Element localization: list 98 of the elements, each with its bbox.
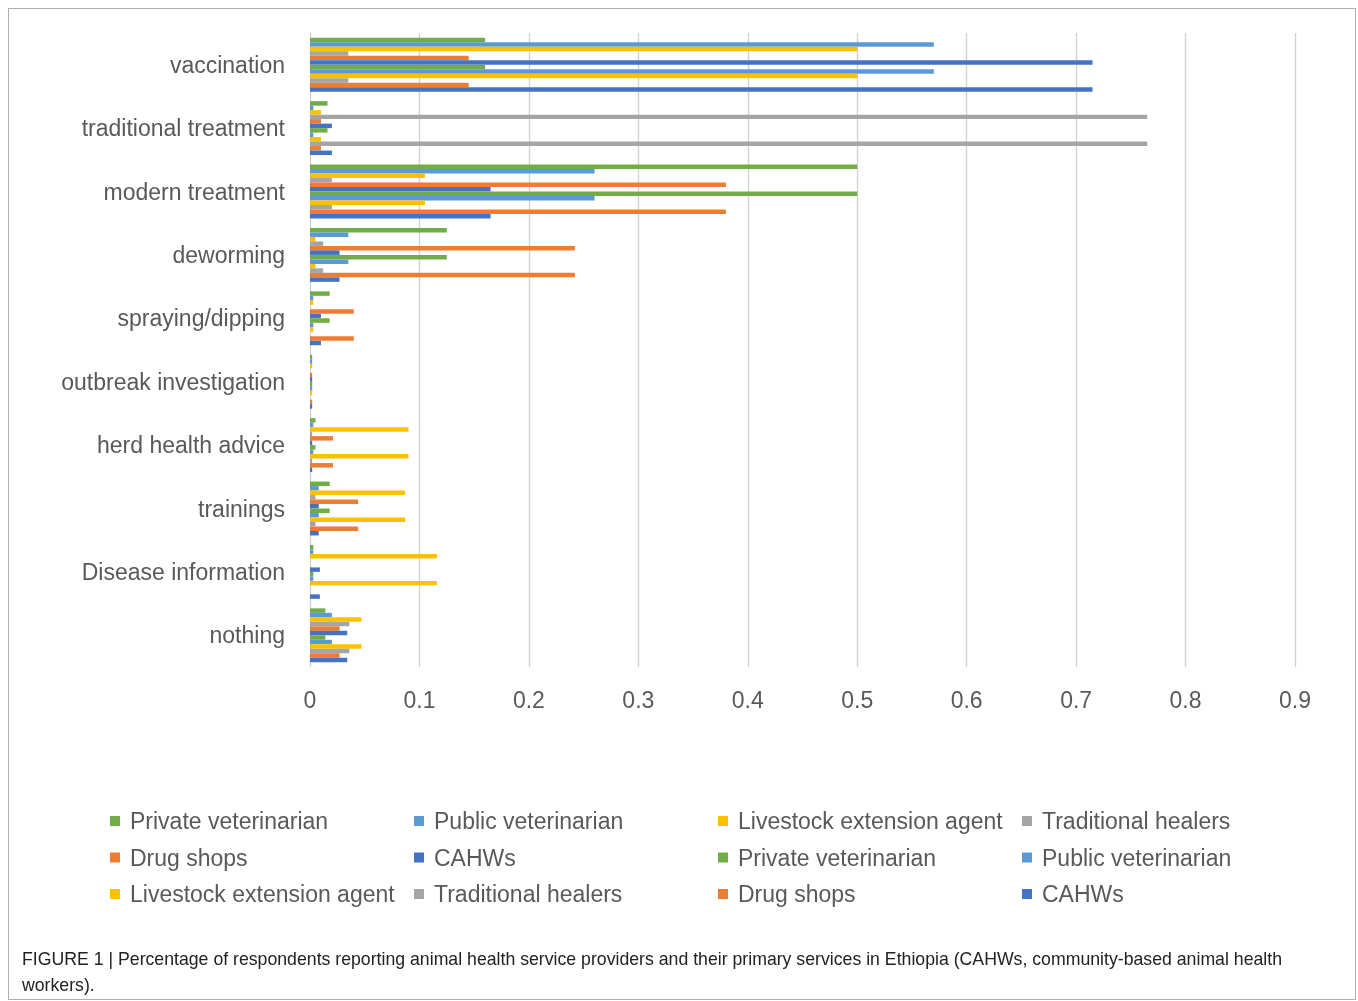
bar: [310, 169, 595, 174]
x-tick-label: 0.2: [512, 686, 545, 713]
bar: [310, 187, 491, 192]
legend-label: Livestock extension agent: [738, 808, 1004, 834]
bar: [310, 594, 320, 599]
legend-label: CAHWs: [434, 844, 516, 871]
bar: [310, 69, 934, 74]
bar: [310, 567, 320, 572]
legend-label: Public veterinarian: [1042, 844, 1232, 871]
bar: [310, 42, 934, 47]
bar: [310, 454, 409, 459]
y-tick-label: nothing: [209, 622, 285, 649]
bar: [310, 327, 314, 332]
bar: [310, 250, 340, 255]
y-tick-label: modern treatment: [103, 178, 286, 205]
bar: [310, 617, 362, 622]
bar: [310, 119, 321, 124]
bar: [310, 653, 340, 658]
bar: [310, 204, 332, 210]
legend-label: Private veterinarian: [130, 808, 329, 834]
x-tick-label: 0.9: [1279, 686, 1311, 713]
y-tick-label: traditional treatment: [81, 115, 286, 142]
bar: [310, 377, 313, 382]
bar: [310, 128, 328, 133]
legend-label: Private veterinarian: [738, 844, 937, 871]
bar: [310, 78, 349, 83]
bar: [310, 626, 340, 631]
bar: [310, 639, 332, 645]
bar: [310, 526, 359, 531]
bar: [310, 313, 321, 319]
bar: [310, 51, 349, 56]
y-tick-label: outbreak investigation: [61, 368, 285, 395]
bar: [310, 504, 319, 509]
bar: [310, 608, 326, 613]
bar: [310, 359, 313, 364]
bar: [310, 445, 316, 450]
legend-label: Traditional healers: [434, 881, 623, 907]
bar: [310, 178, 332, 183]
bar: [310, 110, 321, 115]
bar: [310, 404, 313, 409]
caption: FIGURE 1 | Percentage of respondents reporting animal health service providers and their primary services in Ethiopia (CAHWs, community-based animal health workers).: [22, 948, 1283, 997]
bar: [310, 318, 330, 323]
legend-label: Drug shops: [130, 844, 248, 871]
y-tick-label: Disease information: [81, 558, 285, 585]
legend-label: CAHWs: [1042, 881, 1124, 907]
x-tick-label: 0.1: [403, 686, 436, 713]
bar: [310, 309, 354, 314]
bar: [310, 612, 332, 618]
bar: [310, 340, 321, 346]
bar: [310, 386, 313, 391]
x-tick-label: 0.3: [622, 686, 655, 713]
bar: [310, 576, 314, 581]
legend-label: Drug shops: [738, 881, 856, 907]
bar: [310, 418, 316, 423]
x-tick-label: 0.4: [731, 686, 764, 713]
x-tick-label: 0: [303, 686, 317, 713]
y-tick-label: herd health advice: [97, 432, 285, 459]
bar: [310, 549, 314, 554]
bar: [310, 277, 340, 282]
bar: [310, 60, 1093, 65]
legend-label: Livestock extension agent: [130, 881, 396, 907]
bar: [310, 123, 332, 129]
x-tick-label: 0.6: [950, 686, 983, 713]
y-tick-label: spraying/dipping: [117, 305, 285, 332]
bar: [310, 300, 314, 305]
x-tick-label: 0.5: [841, 686, 874, 713]
bar: [310, 436, 333, 441]
bar: [310, 463, 333, 468]
bar: [310, 336, 354, 341]
bar: [310, 241, 324, 246]
bar: [310, 268, 324, 273]
bar: [310, 508, 330, 513]
bar: [310, 291, 330, 296]
bar: [310, 101, 328, 106]
bar: [310, 530, 319, 536]
bar: [310, 200, 425, 205]
y-tick-label: deworming: [172, 241, 285, 268]
bar: [310, 209, 726, 214]
bar: [310, 635, 326, 640]
y-tick-label: vaccination: [169, 51, 285, 78]
bar: [310, 517, 406, 522]
bar: [310, 495, 316, 500]
legend-label: Traditional healers: [1042, 808, 1231, 834]
x-tick-label: 0.8: [1169, 686, 1202, 713]
bar: [310, 137, 321, 142]
bar: [310, 87, 1093, 92]
bar: [310, 512, 319, 518]
bar: [310, 232, 349, 237]
bar: [310, 146, 321, 151]
legend-label: Public veterinarian: [434, 808, 624, 834]
bar: [310, 259, 349, 264]
bar: [310, 486, 319, 491]
y-tick-label: trainings: [198, 495, 285, 522]
bar: [310, 481, 330, 487]
x-tick-label: 0.7: [1060, 686, 1093, 713]
bar: [310, 150, 332, 156]
bar: [310, 644, 362, 649]
bar: [310, 427, 409, 432]
